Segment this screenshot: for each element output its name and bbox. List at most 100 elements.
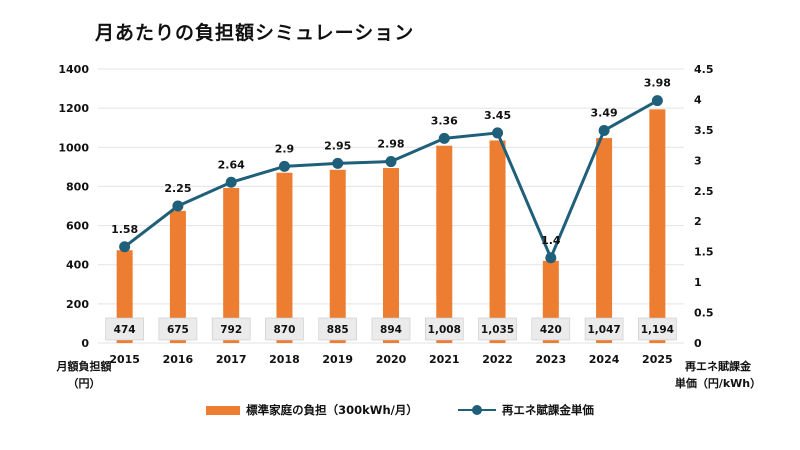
line-point	[172, 200, 184, 212]
x-axis-tick: 2015	[109, 353, 140, 366]
line-series	[119, 95, 663, 264]
line-point	[438, 132, 450, 144]
axis-ticks: 0 200 400 600 800 1000 1200 1400 0 0.5 1 1.5 2 2.5 3 3.…	[58, 63, 713, 366]
bar	[169, 210, 186, 343]
line-point	[278, 160, 290, 172]
bar-value-box	[211, 317, 251, 341]
bar-value-box	[158, 317, 198, 341]
legend-item-line: 再エネ賦課金単価	[457, 402, 594, 418]
right-axis-tick: 1.5	[694, 246, 714, 259]
bar-value-box	[265, 317, 304, 341]
bar-value-label: 1,194	[641, 324, 674, 336]
bar-value-label: 894	[380, 324, 402, 336]
bar-value-box	[371, 317, 411, 341]
line-point	[332, 157, 344, 169]
bar	[436, 145, 453, 343]
right-axis-tick: 3.5	[694, 124, 714, 137]
line-value-label: 2.95	[324, 139, 351, 152]
bar	[383, 168, 399, 343]
line-value-label: 3.36	[431, 114, 458, 127]
line-value-labels: 1.58 2.25 2.64 2.9 2.95 2.98 3.36 3.45 1.4 3.49 3.…	[111, 77, 671, 247]
left-axis-tick: 400	[66, 259, 89, 272]
bar	[223, 187, 240, 343]
line-point	[651, 95, 663, 107]
line-value-label: 2.64	[218, 158, 245, 171]
left-axis-tick: 800	[66, 180, 89, 193]
line-value-label: 1.58	[111, 223, 138, 236]
legend-item-bar: 標準家庭の負担（300kWh/月）	[206, 402, 418, 418]
x-axis-tick: 2018	[269, 353, 300, 366]
bar-value-label: 885	[327, 324, 349, 336]
bar-value-label: 1,008	[428, 324, 461, 336]
left-axis-tick: 1400	[58, 63, 89, 76]
left-axis-tick: 1200	[58, 102, 89, 115]
x-axis-tick: 2025	[642, 353, 673, 366]
legend: 標準家庭の負担（300kWh/月） 再エネ賦課金単価	[0, 402, 800, 418]
x-axis-tick: 2023	[536, 353, 567, 366]
right-axis-label: 再エネ賦課金 単価（円/kWh）	[672, 358, 764, 392]
bar-value-box	[318, 317, 358, 341]
legend-bar-swatch	[206, 405, 241, 415]
bar-value-box	[531, 317, 571, 341]
line-point	[545, 252, 557, 264]
bar-value-label: 870	[273, 324, 295, 336]
line-point	[598, 124, 610, 136]
line-value-label: 3.45	[484, 109, 511, 122]
left-axis-tick: 200	[66, 298, 89, 311]
right-axis-tick: 0	[694, 337, 702, 350]
right-axis-tick: 2	[694, 215, 702, 228]
legend-bar-label: 標準家庭の負担（300kWh/月）	[246, 403, 418, 417]
line-value-label: 2.98	[377, 138, 404, 151]
bar-value-box	[105, 317, 144, 341]
bar	[649, 109, 666, 344]
x-axis-tick: 2020	[376, 353, 407, 366]
line-value-label: 2.25	[164, 182, 191, 195]
left-axis-tick: 0	[81, 337, 89, 350]
bar-value-box	[424, 317, 464, 341]
x-axis-tick: 2017	[216, 353, 247, 366]
left-axis-tick: 600	[66, 220, 89, 233]
legend-line-label: 再エネ賦課金単価	[501, 403, 594, 417]
x-axis-tick: 2021	[429, 353, 460, 366]
bar-value-box	[584, 317, 624, 341]
right-axis-tick: 4	[694, 93, 702, 106]
line-point	[492, 127, 504, 139]
line-point	[225, 176, 237, 188]
line-point	[119, 241, 131, 253]
bar-value-label: 675	[167, 324, 189, 336]
line-value-label: 3.49	[591, 106, 618, 119]
x-axis-tick: 2024	[589, 353, 620, 366]
bar	[596, 138, 613, 343]
x-axis-tick: 2022	[482, 353, 513, 366]
bar-value-label: 1,035	[481, 324, 514, 336]
bar	[329, 169, 346, 343]
line-value-label: 2.9	[275, 142, 295, 155]
bar-value-label: 420	[540, 324, 562, 336]
bar	[489, 140, 506, 343]
bar-value-label: 792	[220, 324, 242, 336]
bar-value-box	[478, 317, 517, 341]
right-axis-label-line-1: 再エネ賦課金	[685, 360, 751, 373]
x-axis-tick: 2019	[322, 353, 353, 366]
bar-value-labels: 474 675 792 870 885 894 1,008 1,035 420 1,047 1,19…	[105, 317, 677, 341]
left-axis-label-line-1: 月額負担額	[56, 360, 112, 373]
right-axis-tick: 2.5	[694, 185, 714, 198]
left-axis-label-line-2: （円）	[67, 377, 101, 390]
line-value-label: 1.4	[541, 234, 561, 247]
right-axis-tick: 4.5	[694, 63, 714, 76]
line-value-label: 3.98	[644, 77, 671, 90]
bar-value-label: 474	[114, 324, 136, 336]
bar-value-label: 1,047	[587, 324, 620, 336]
left-axis-label: 月額負担額 （円）	[50, 358, 118, 392]
right-axis-tick: 0.5	[694, 307, 714, 320]
right-axis-tick: 1	[694, 276, 702, 289]
right-axis-tick: 3	[694, 154, 702, 167]
right-axis-label-line-2: 単価（円/kWh）	[674, 377, 762, 390]
legend-line-swatch	[457, 405, 496, 415]
x-axis-tick: 2016	[163, 353, 194, 366]
left-axis-tick: 1000	[58, 141, 89, 154]
bar	[276, 172, 293, 343]
chart-title: 月あたりの負担額シミュレーション	[95, 22, 415, 44]
line-point	[385, 156, 397, 168]
